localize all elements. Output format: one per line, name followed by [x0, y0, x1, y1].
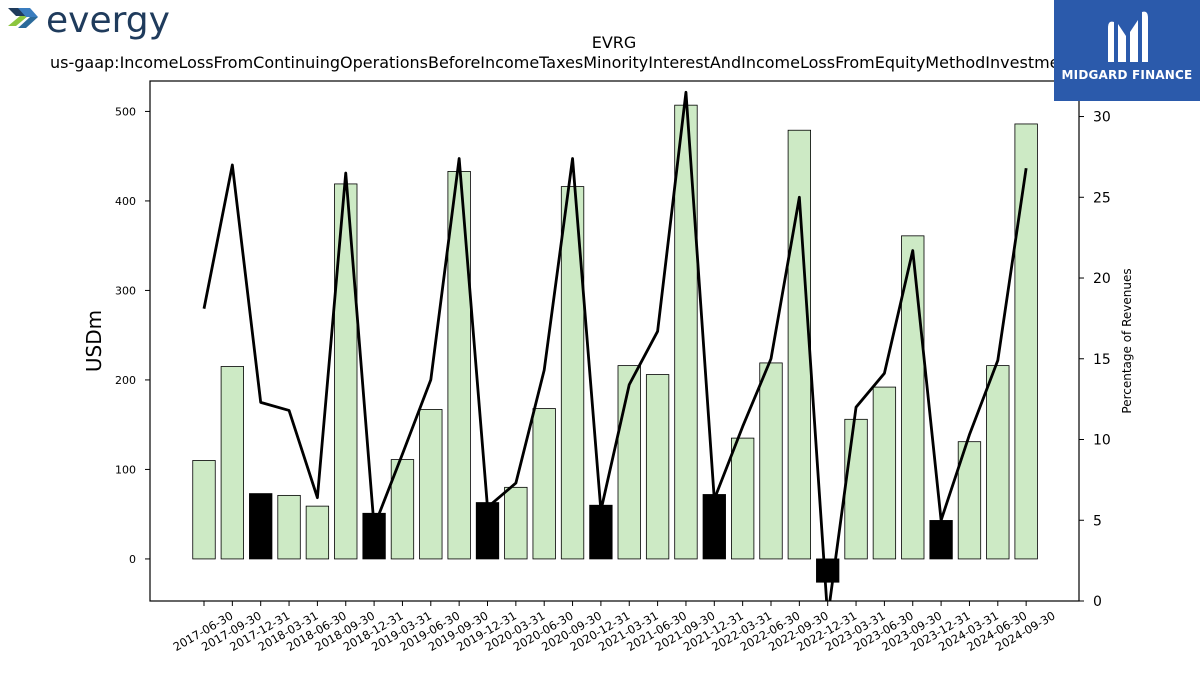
chart-title: EVRG [592, 33, 637, 52]
bar-2021-06-30 [645, 374, 670, 560]
bar-2019-06-30 [419, 409, 443, 560]
bar-2022-09-30 [787, 129, 811, 560]
y2-tick-label: 5 [1093, 513, 1102, 529]
bar-2023-03-31 [844, 418, 868, 560]
midgard-m-icon [1108, 11, 1148, 63]
bar-2017-09-30 [220, 366, 245, 560]
evergy-chevron-icon [8, 8, 38, 28]
bar-2021-12-31 [702, 494, 726, 560]
bar-2020-09-30 [560, 186, 585, 560]
y-axis-label: USDm [82, 310, 106, 372]
bar-2023-06-30 [872, 386, 897, 560]
midgard-watermark-text: MIDGARD FINANCE [1061, 68, 1193, 82]
bar-2022-06-30 [759, 362, 783, 560]
y2-tick-label: 0 [1093, 594, 1102, 610]
bar-2021-09-30 [674, 104, 698, 560]
bar-2017-06-30 [192, 460, 216, 560]
y-tick-label: 100 [115, 463, 136, 476]
bar-2020-12-31 [589, 504, 613, 560]
y-tick-label: 400 [115, 195, 136, 208]
y-tick-label: 0 [129, 553, 136, 566]
bar-2017-12-31 [249, 493, 273, 560]
y2-tick-label: 20 [1093, 271, 1111, 287]
line-group [202, 90, 1028, 601]
bar-2019-03-31 [390, 459, 415, 560]
y2-tick-label: 15 [1093, 352, 1111, 368]
bar-2020-03-31 [504, 486, 528, 560]
bars-group [192, 104, 1038, 583]
x-axis: 2017-06-302017-09-302017-12-312018-03-31… [171, 601, 1058, 654]
midgard-watermark: MIDGARD FINANCE [1054, 0, 1200, 101]
evergy-logo: evergy [8, 2, 170, 41]
bar-2022-03-31 [731, 437, 755, 560]
bar-2018-03-31 [277, 494, 301, 560]
evergy-logo-text: evergy [46, 2, 170, 41]
bar-2023-12-31 [929, 520, 953, 560]
right-axis: 0 5 10 15 20 25 30 [1079, 110, 1111, 610]
bar-2021-03-31 [617, 365, 641, 560]
chart-subtitle: us-gaap:IncomeLossFromContinuingOperatio… [50, 53, 1084, 72]
bar-2024-09-30 [1014, 123, 1038, 560]
pct-of-revenue-line [202, 90, 1028, 601]
bar-2019-12-31 [475, 502, 500, 560]
bar-2024-06-30 [986, 365, 1010, 560]
left-axis: 0 100 200 300 400 500 [115, 105, 150, 566]
y-tick-label: 500 [115, 105, 136, 118]
y-tick-label: 200 [115, 374, 136, 387]
bar-2018-06-30 [305, 505, 330, 560]
bar-2020-06-30 [532, 408, 556, 560]
y2-tick-label: 10 [1093, 433, 1111, 449]
bar-2024-03-31 [957, 441, 982, 560]
bar-2018-09-30 [334, 183, 358, 560]
y2-axis-label: Percentage of Revenues [1120, 268, 1134, 413]
y2-tick-label: 30 [1093, 110, 1111, 126]
y-tick-label: 300 [115, 284, 136, 297]
y2-tick-label: 25 [1093, 190, 1111, 206]
plot-frame [149, 80, 1080, 602]
